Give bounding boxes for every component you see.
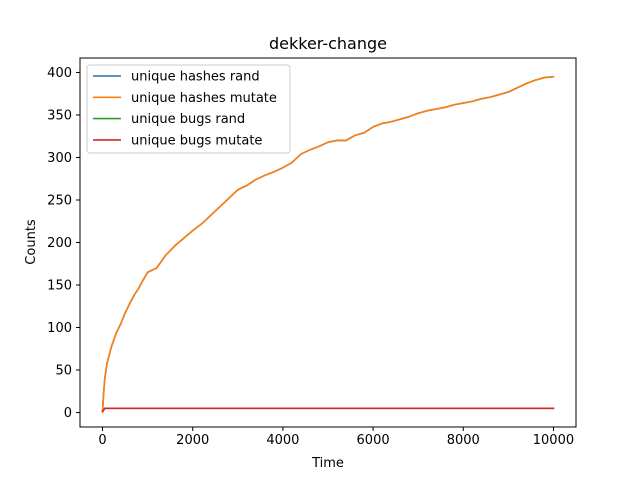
y-tick-label: 400 [47, 66, 72, 81]
x-axis-label: Time [311, 456, 344, 471]
series-line-unique-hashes-mutate [101, 75, 555, 413]
legend-box [86, 64, 291, 154]
legend-label: unique bugs rand [131, 112, 245, 127]
series-line-unique-bugs-mutate [101, 407, 555, 413]
chart-title: dekker-change [269, 34, 387, 53]
plot-area [79, 57, 577, 428]
y-tick-label: 0 [64, 406, 72, 421]
y-tick-label: 350 [47, 108, 72, 123]
x-tick-label: 6000 [357, 433, 390, 448]
y-tick-label: 50 [55, 364, 72, 379]
y-tick-label: 250 [47, 193, 72, 208]
x-tick-label: 0 [98, 433, 106, 448]
x-tick-label: 10000 [533, 433, 574, 448]
y-tick-label: 300 [47, 151, 72, 166]
y-tick-label: 100 [47, 321, 72, 336]
x-axis: 0 2000 4000 6000 8000 10000 [98, 427, 574, 448]
y-tick-label: 150 [47, 279, 72, 294]
legend-label: unique hashes rand [131, 70, 260, 85]
y-tick-label: 200 [47, 236, 72, 251]
y-axis: 0 50 100 150 200 250 300 350 400 [47, 66, 80, 421]
y-axis-label: Counts [24, 219, 39, 265]
x-tick-label: 4000 [266, 433, 299, 448]
legend-label: unique bugs mutate [131, 133, 262, 148]
x-tick-label: 2000 [176, 433, 209, 448]
x-tick-label: 8000 [447, 433, 480, 448]
series-lines [101, 75, 555, 413]
legend-label: unique hashes mutate [131, 91, 277, 106]
legend: unique hashes rand unique hashes mutate un… [86, 64, 291, 154]
